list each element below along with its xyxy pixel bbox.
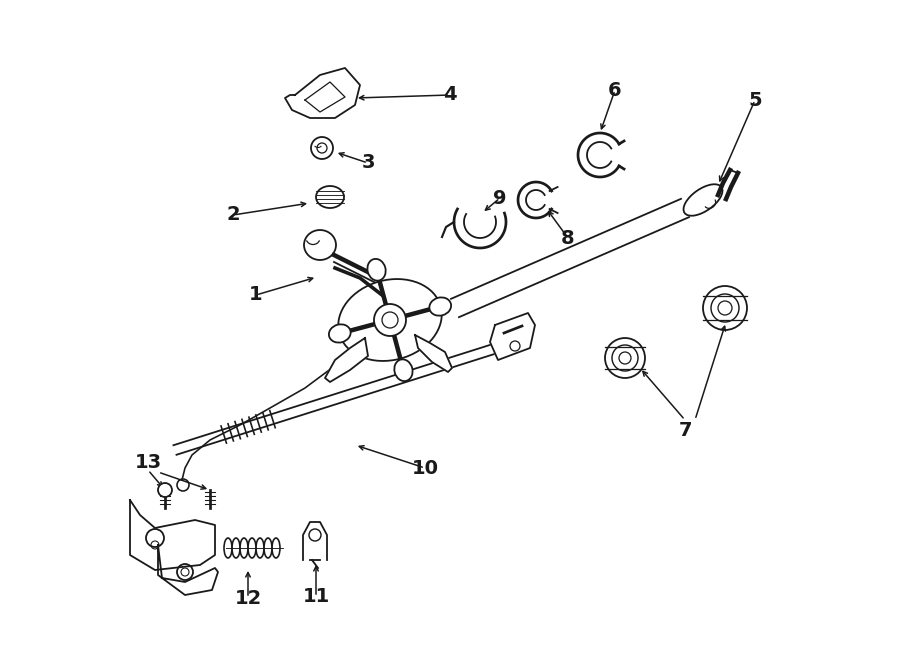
Text: 2: 2 [226,206,239,225]
Ellipse shape [304,230,336,260]
Polygon shape [130,500,215,570]
Text: 7: 7 [679,420,692,440]
Polygon shape [490,313,535,360]
Polygon shape [285,68,360,118]
Text: 9: 9 [493,188,507,208]
Ellipse shape [328,325,351,342]
Text: 13: 13 [134,453,162,471]
Polygon shape [174,342,501,455]
Ellipse shape [338,279,442,361]
Text: 3: 3 [361,153,374,173]
Polygon shape [415,335,452,372]
Text: 5: 5 [748,91,761,110]
Ellipse shape [316,186,344,208]
Polygon shape [158,545,218,595]
Text: 11: 11 [302,588,329,607]
Text: 4: 4 [443,85,457,104]
Text: 12: 12 [234,588,262,607]
Ellipse shape [429,297,451,316]
Circle shape [158,483,172,497]
Polygon shape [325,338,368,382]
Polygon shape [451,199,689,317]
Text: 1: 1 [249,286,263,305]
Circle shape [374,304,406,336]
Text: 8: 8 [562,229,575,247]
Ellipse shape [367,259,386,281]
Ellipse shape [394,360,412,381]
Text: 6: 6 [608,81,622,100]
Text: 10: 10 [411,459,438,477]
Circle shape [311,137,333,159]
Ellipse shape [683,184,723,215]
